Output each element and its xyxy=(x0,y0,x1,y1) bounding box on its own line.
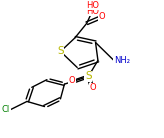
Text: O: O xyxy=(69,76,76,85)
Text: HO: HO xyxy=(86,1,99,10)
Text: S: S xyxy=(85,71,92,81)
Text: Cl: Cl xyxy=(2,105,10,114)
Text: O: O xyxy=(89,83,96,92)
Text: S: S xyxy=(57,47,64,56)
Text: NH₂: NH₂ xyxy=(114,56,130,65)
Text: HO: HO xyxy=(86,7,99,16)
Text: O: O xyxy=(99,12,105,21)
